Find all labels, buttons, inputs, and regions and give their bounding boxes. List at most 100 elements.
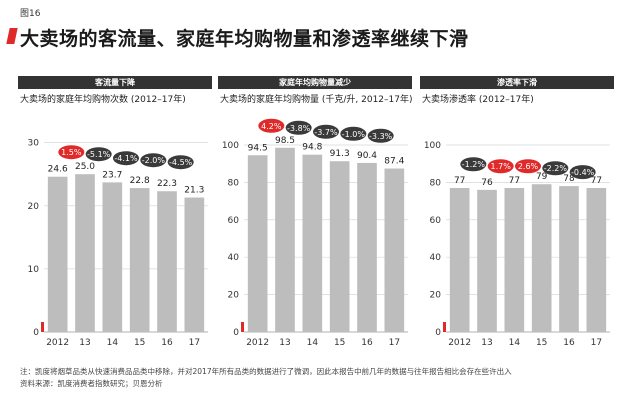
change-label: 1.7% <box>491 162 512 171</box>
data-label: 25.0 <box>75 162 95 172</box>
figure-label: 图16 <box>20 9 41 19</box>
data-label: 22.8 <box>130 176 150 186</box>
bar <box>75 174 95 332</box>
data-label: 77 <box>591 176 602 186</box>
title-accent-bar <box>6 28 18 44</box>
chart-traffic: 0 10 20 30 24.6 2012 25.0 13 23.7 14 22.8 15 22.3 16 2… <box>28 139 208 348</box>
y-tick-label: 0 <box>233 328 239 338</box>
x-tick-label: 2012 <box>448 338 471 348</box>
y-tick-label: 100 <box>222 141 239 151</box>
x-tick-label: 2012 <box>46 338 69 348</box>
bar <box>531 184 552 332</box>
bar <box>275 147 295 332</box>
axis-marker <box>41 322 44 332</box>
change-label: -2.2% <box>544 164 568 173</box>
panel-subtitle: 大卖场的家庭年均购物量 (千克/升, 2012–17年) <box>220 95 413 105</box>
y-tick-label: 40 <box>430 253 442 263</box>
data-label: 94.8 <box>302 143 322 153</box>
change-badge <box>85 147 112 162</box>
change-label: -3.7% <box>314 128 338 137</box>
page-title: 大卖场的客流量、家庭年均购物量和渗透率继续下滑 <box>20 28 469 50</box>
change-label: -4.1% <box>114 154 138 163</box>
change-badge <box>487 159 514 174</box>
data-label: 22.3 <box>157 179 177 189</box>
x-tick-label: 17 <box>389 338 400 348</box>
data-label: 79 <box>536 172 548 182</box>
bar <box>129 188 150 332</box>
change-badge <box>460 157 487 172</box>
change-badge <box>167 155 194 170</box>
change-label: 2.6% <box>518 162 539 171</box>
x-tick-label: 13 <box>279 338 290 348</box>
bar <box>302 154 323 332</box>
data-label: 78 <box>563 174 575 184</box>
change-badge <box>313 124 339 139</box>
change-label: -5.1% <box>87 150 111 159</box>
bar <box>157 191 177 332</box>
y-tick-label: 60 <box>228 216 240 226</box>
x-tick-label: 13 <box>79 338 90 348</box>
data-label: 98.5 <box>275 136 295 146</box>
data-label: 23.7 <box>102 170 122 180</box>
data-label: 24.6 <box>48 165 68 175</box>
axis-marker <box>443 322 446 332</box>
y-tick-label: 0 <box>33 328 39 338</box>
data-label: 94.5 <box>248 143 268 153</box>
x-tick-label: 16 <box>161 338 173 348</box>
chart-volume: 0 20 40 60 80 100 94.5 2012 98.5 13 94.8 14 91.3 15 90… <box>222 118 408 348</box>
y-tick-label: 20 <box>228 291 240 301</box>
footnote-note: 注：凯度将烟草品类从快速消费品品类中移除，并对2017年所有品类的数据进行了微调… <box>20 367 512 376</box>
change-badge <box>367 128 394 143</box>
y-tick-label: 20 <box>28 202 40 212</box>
data-label: 77 <box>454 176 465 186</box>
change-label: 1.5% <box>61 148 82 157</box>
y-tick-label: 30 <box>28 139 40 149</box>
y-tick-label: 0 <box>435 328 441 338</box>
x-tick-label: 15 <box>334 338 345 348</box>
bar <box>504 187 525 332</box>
change-label: 4.2% <box>261 122 282 131</box>
change-label: -1.2% <box>462 160 486 169</box>
panel-header: 家庭年均购物量减少 <box>218 76 412 89</box>
change-badge <box>58 145 85 160</box>
bar <box>449 187 470 332</box>
data-label: 87.4 <box>384 157 404 167</box>
bar <box>357 162 377 332</box>
chart-panel-traffic: 客流量下降 大卖场的家庭年均购物次数 (2012–17年) 0 10 20 30 24.… <box>18 76 212 360</box>
change-label: -0.4% <box>571 168 595 177</box>
chart-penetration: 0 20 40 60 80 100 77 2012 76 13 77 14 79 15 78 16 77 17 -1… <box>424 141 610 348</box>
bar <box>586 187 607 332</box>
data-label: 77 <box>509 176 520 186</box>
chart-panel-volume: 家庭年均购物量减少 大卖场的家庭年均购物量 (千克/升, 2012–17年) 0… <box>218 76 413 360</box>
bar <box>247 155 268 332</box>
panel-header: 渗透率下滑 <box>420 76 614 89</box>
change-badge <box>258 118 285 133</box>
chart-panel-penetration: 渗透率下滑 大卖场渗透率 (2012–17年) 0 20 40 60 80 100 77 20… <box>420 76 614 360</box>
x-tick-label: 13 <box>481 338 492 348</box>
data-label: 91.3 <box>330 149 350 159</box>
change-label: -2.0% <box>142 156 166 165</box>
y-tick-label: 60 <box>430 216 442 226</box>
x-tick-label: 2012 <box>246 338 269 348</box>
panel-subtitle: 大卖场的家庭年均购物次数 (2012–17年) <box>20 95 186 105</box>
x-tick-label: 14 <box>107 338 119 348</box>
bar <box>184 197 205 332</box>
y-tick-label: 80 <box>228 178 240 188</box>
bar <box>559 186 579 332</box>
change-badge <box>113 151 139 166</box>
y-tick-label: 20 <box>430 291 442 301</box>
footnote-source: 资料来源：凯度消费者指数研究；贝恩分析 <box>20 379 163 388</box>
x-tick-label: 14 <box>307 338 319 348</box>
panel-header: 客流量下降 <box>18 76 212 89</box>
x-tick-label: 14 <box>509 338 521 348</box>
change-badge <box>340 126 367 141</box>
x-tick-label: 15 <box>134 338 145 348</box>
x-tick-label: 17 <box>591 338 602 348</box>
change-badge <box>569 165 596 180</box>
change-badge <box>542 161 569 176</box>
change-badge <box>515 159 541 174</box>
bar <box>384 168 405 332</box>
change-label: -1.0% <box>342 130 366 139</box>
y-tick-label: 80 <box>430 178 442 188</box>
x-tick-label: 16 <box>361 338 373 348</box>
